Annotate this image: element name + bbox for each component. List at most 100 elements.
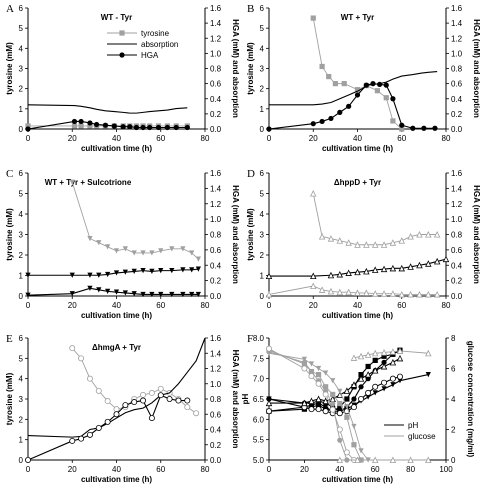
y-left-tick-label: 7.5: [253, 354, 265, 363]
x-tick-label: 0: [267, 134, 272, 143]
data-point: [337, 404, 343, 410]
data-point: [301, 356, 307, 362]
data-point: [337, 388, 343, 394]
y-right-tick-label: 1.0: [210, 380, 222, 389]
data-point: [265, 290, 273, 298]
y-right-tick-label: 0.0: [451, 125, 463, 134]
data-point: [390, 96, 396, 102]
data-point: [173, 124, 179, 131]
series-line: [268, 349, 362, 461]
data-point: [390, 382, 396, 388]
y-left-tick-label: 1: [260, 105, 265, 114]
x-axis-label: cultivation time (h): [322, 475, 393, 484]
legend-marker: [119, 30, 125, 36]
series-hga: [266, 81, 438, 132]
data-point: [416, 290, 423, 298]
data-point: [78, 123, 84, 129]
data-point: [425, 456, 432, 464]
series-line: [71, 182, 199, 260]
data-point: [308, 397, 315, 405]
y-left-tick-label: 6: [260, 4, 265, 13]
series-line: [27, 337, 206, 438]
data-point: [371, 266, 379, 273]
data-point: [432, 125, 438, 131]
y-right-tick-label: 1.2: [210, 34, 222, 43]
data-point: [140, 124, 146, 131]
data-point: [175, 397, 182, 404]
data-point: [371, 367, 379, 374]
data-point: [155, 124, 162, 131]
data-point: [330, 378, 336, 384]
data-point: [308, 373, 315, 380]
data-point: [358, 372, 364, 378]
y-left-tick-label: 1: [19, 272, 24, 281]
data-point: [425, 231, 432, 238]
data-point: [122, 290, 128, 296]
y-right-tick-label: 0.2: [210, 277, 222, 286]
data-point: [195, 291, 201, 298]
x-tick-label: 0: [267, 465, 272, 474]
data-point: [169, 246, 175, 252]
data-point: [301, 399, 308, 407]
x-axis-label: cultivation time (h): [322, 144, 393, 153]
data-point: [86, 431, 93, 438]
y-left-tick-label: 6.0: [253, 415, 265, 424]
data-point: [25, 123, 31, 129]
data-point: [266, 396, 272, 402]
data-point: [407, 263, 414, 270]
y-right-tick-label: 0.0: [451, 292, 463, 301]
data-point: [93, 121, 100, 128]
y-left-tick-label: 3: [260, 65, 265, 74]
data-point: [308, 361, 315, 367]
data-point: [147, 124, 153, 131]
panel-title: WT + Tyr + Sulcotrione: [45, 178, 132, 187]
data-point: [365, 389, 372, 396]
legend-label: pH: [408, 421, 418, 430]
y-left-tick-label: 5: [260, 190, 265, 199]
data-point: [184, 397, 191, 404]
data-point: [346, 103, 352, 109]
data-point: [344, 414, 350, 420]
y-right-tick-label: 1.6: [451, 4, 463, 13]
y-right-axis-label: HGA (mM) and absorption: [472, 19, 480, 118]
data-point: [371, 241, 379, 248]
data-point: [189, 291, 195, 298]
data-point: [351, 442, 357, 448]
data-point: [327, 287, 335, 295]
y-left-tick-label: 2: [19, 415, 24, 424]
data-point: [341, 81, 347, 87]
data-point: [396, 354, 404, 362]
panel-letter: A: [6, 3, 14, 15]
data-point: [184, 124, 190, 131]
x-tick-label: 40: [112, 134, 121, 143]
y-left-tick-label: 3: [19, 65, 24, 74]
data-point: [322, 408, 329, 415]
y-right-tick-label: 1.4: [451, 184, 463, 193]
y-left-tick-label: 2: [19, 85, 24, 94]
data-point: [133, 124, 140, 131]
data-point: [149, 291, 155, 298]
y-right-tick-label: 0.8: [210, 65, 222, 74]
y-right-tick-label: 1.0: [451, 215, 463, 224]
series-hga: [25, 285, 201, 298]
data-point: [345, 239, 352, 246]
x-tick-label: 100: [439, 465, 453, 474]
x-tick-label: 20: [300, 465, 309, 474]
x-tick-label: 20: [68, 134, 77, 143]
data-point: [265, 272, 273, 280]
data-point: [105, 288, 111, 294]
x-tick-label: 60: [156, 301, 165, 310]
y-right-tick-label: 1.6: [451, 169, 463, 178]
legend: pH glucose: [384, 421, 436, 441]
data-point: [389, 375, 396, 382]
series-hga: [25, 118, 190, 132]
y-right-tick-label: 0.2: [210, 110, 222, 119]
data-point: [351, 396, 357, 402]
panel-letter: C: [6, 168, 13, 180]
panel-letter: F: [247, 333, 253, 345]
data-point: [381, 379, 388, 386]
x-tick-label: 80: [201, 134, 210, 143]
data-point: [372, 357, 378, 363]
data-point: [148, 415, 155, 422]
x-tick-label: 60: [156, 134, 165, 143]
